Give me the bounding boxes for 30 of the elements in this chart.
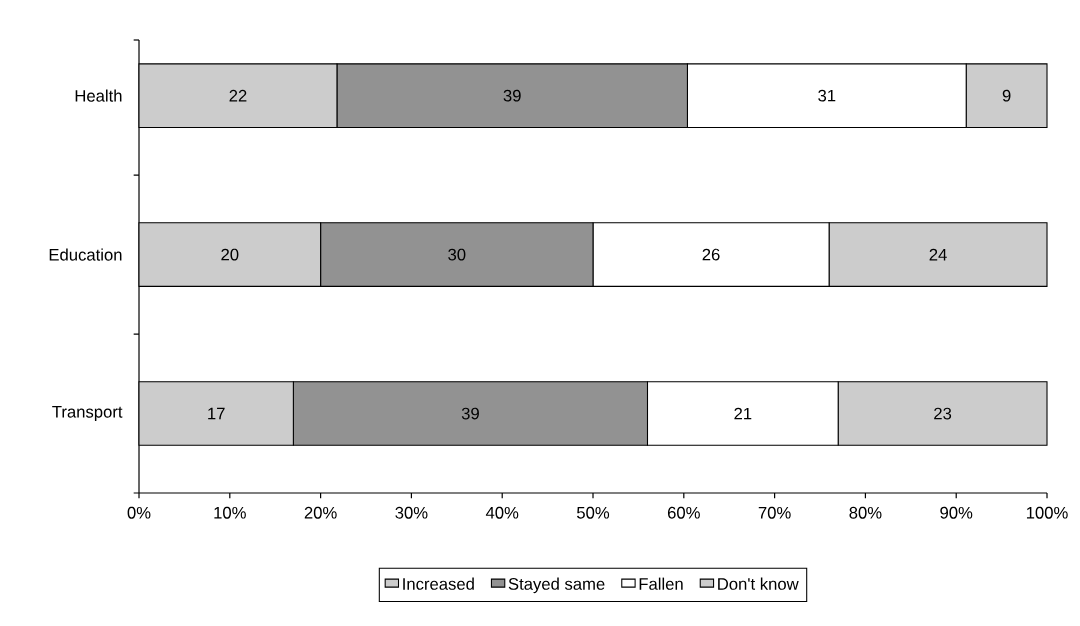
data-label: 26 [702,248,720,261]
x-tick-label: 20% [304,506,337,519]
x-tick-label: 60% [667,506,700,519]
x-tick-label: 70% [758,506,791,519]
x-tick-label: 80% [849,506,882,519]
y-tick-label: Transport [52,406,123,421]
data-label: 22 [229,89,247,102]
data-label: 39 [503,89,521,102]
data-label: 39 [461,407,479,420]
data-label: 9 [1002,89,1011,102]
data-label: 23 [934,407,952,420]
legend-label: Fallen [639,577,683,590]
x-tick-label: 90% [940,506,973,519]
legend-label: Increased [403,577,474,590]
data-label: 30 [448,248,466,261]
x-tick-label: 50% [577,506,610,519]
data-label: 17 [208,407,225,420]
x-tick-label: 0% [127,506,151,519]
x-tick-label: 10% [214,506,246,519]
data-label: 20 [221,248,239,261]
legend-label: Don't know [718,577,799,590]
x-tick-label: 40% [485,506,519,519]
x-tick-label: 100% [1026,506,1068,519]
data-label: 21 [734,407,752,420]
data-label: 31 [818,89,836,102]
y-tick-label: Education [49,248,122,261]
data-label: 24 [929,248,947,261]
legend-label: Stayed same [508,577,605,594]
y-tick-label: Health [75,89,122,102]
x-tick-label: 30% [395,506,428,519]
